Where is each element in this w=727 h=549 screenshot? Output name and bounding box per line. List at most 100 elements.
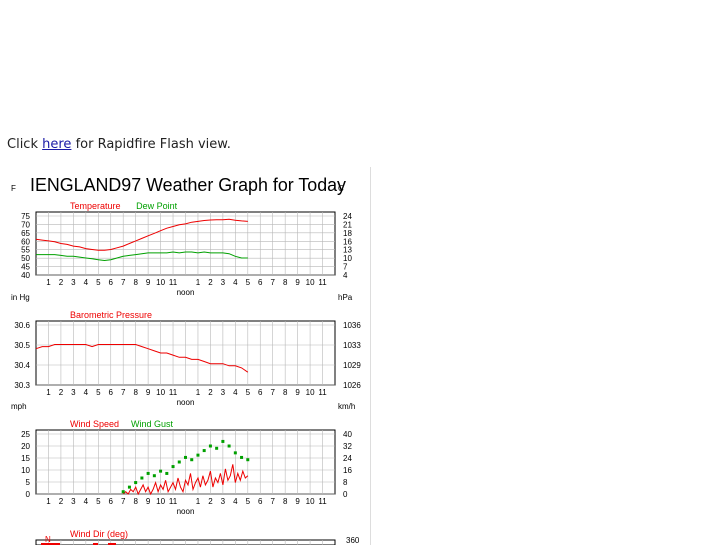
- hour-tick-pressure: 7: [270, 388, 275, 397]
- right-tick-temperature: 13: [343, 246, 352, 255]
- gust-point: [196, 453, 200, 457]
- gust-point: [215, 446, 219, 450]
- gust-point: [233, 451, 237, 455]
- hour-tick-wind: 1: [46, 497, 51, 506]
- gust-point: [177, 460, 181, 464]
- hour-tick-wind: 4: [233, 497, 238, 506]
- hour-tick-pressure: 9: [146, 388, 151, 397]
- hour-tick-pressure: 11: [318, 388, 327, 397]
- hour-tick-pressure: 6: [258, 388, 263, 397]
- right-tick-wind: 0: [343, 490, 348, 499]
- rapidfire-link[interactable]: here: [42, 137, 72, 152]
- hour-tick-wind: 11: [169, 497, 178, 506]
- hour-tick-wind: 8: [283, 497, 288, 506]
- left-tick-temperature: 70: [21, 220, 30, 229]
- hour-tick-wind: 7: [121, 497, 126, 506]
- hour-tick-pressure: 3: [221, 388, 226, 397]
- hour-tick-pressure: 5: [96, 388, 101, 397]
- noon-label-wind: noon: [177, 507, 195, 516]
- right-tick-temperature: 24: [343, 212, 352, 221]
- gust-point: [140, 476, 144, 480]
- left-tick-wind: 25: [21, 430, 30, 439]
- left-tick-pressure: 30.5: [14, 341, 30, 350]
- right-unit-pressure: hPa: [338, 293, 353, 302]
- gust-point: [165, 471, 169, 475]
- hour-tick-temperature: 1: [46, 278, 51, 287]
- weather-graph: IENGLAND97 Weather Graph for Today F C Tem…: [8, 167, 371, 546]
- gust-point: [190, 458, 194, 462]
- noon-label-temperature: noon: [177, 288, 195, 297]
- hour-tick-temperature: 7: [121, 278, 126, 287]
- hour-tick-pressure: 11: [169, 388, 178, 397]
- hour-tick-pressure: 5: [246, 388, 251, 397]
- left-tick-temperature: 45: [21, 263, 30, 272]
- hour-tick-temperature: 11: [318, 278, 327, 287]
- hour-tick-pressure: 1: [46, 388, 51, 397]
- hour-tick-wind: 8: [133, 497, 138, 506]
- gust-point: [159, 469, 163, 473]
- right-tick-wind: 8: [343, 478, 348, 487]
- legend-temperature-0: Temperature: [70, 201, 121, 211]
- hour-tick-wind: 3: [71, 497, 76, 506]
- hour-tick-temperature: 4: [84, 278, 89, 287]
- right-tick-pressure: 1026: [343, 381, 361, 390]
- hour-tick-wind: 4: [84, 497, 89, 506]
- legend-wind-1: Wind Gust: [131, 419, 174, 429]
- hour-tick-wind: 5: [96, 497, 101, 506]
- left-tick-temperature: 50: [21, 254, 30, 263]
- right-tick-temperature: 7: [343, 263, 348, 272]
- legend-temperature-1: Dew Point: [136, 201, 178, 211]
- noon-label-pressure: noon: [177, 398, 195, 407]
- hour-tick-pressure: 4: [233, 388, 238, 397]
- gust-point: [127, 485, 131, 489]
- rapidfire-intro: Click here for Rapidfire Flash view.: [7, 137, 231, 152]
- intro-prefix: Click: [7, 137, 38, 152]
- hour-tick-temperature: 8: [283, 278, 288, 287]
- hour-tick-temperature: 5: [96, 278, 101, 287]
- left-tick-temperature: 60: [21, 237, 30, 246]
- hour-tick-pressure: 9: [295, 388, 300, 397]
- gust-point: [221, 439, 225, 443]
- right-tick-pressure: 1036: [343, 321, 361, 330]
- right-tick-temperature: 18: [343, 229, 352, 238]
- hour-tick-pressure: 2: [59, 388, 64, 397]
- right-tick-temperature: 4: [343, 271, 348, 280]
- right-tick-temperature: 21: [343, 220, 352, 229]
- left-unit-wind: mph: [11, 402, 27, 411]
- gust-point: [152, 474, 156, 478]
- hour-tick-temperature: 11: [169, 278, 178, 287]
- hour-tick-wind: 9: [295, 497, 300, 506]
- weather-graph-svg: IENGLAND97 Weather Graph for Today F C Tem…: [11, 175, 361, 546]
- right-tick-wind: 24: [343, 454, 352, 463]
- hour-tick-pressure: 10: [306, 388, 315, 397]
- left-tick-wind: 5: [26, 478, 31, 487]
- hour-tick-pressure: 4: [84, 388, 89, 397]
- gust-point: [246, 458, 250, 462]
- left-tick-temperature: 40: [21, 271, 30, 280]
- hour-tick-pressure: 8: [133, 388, 138, 397]
- chart-title: IENGLAND97 Weather Graph for Today: [30, 175, 346, 195]
- hour-tick-temperature: 7: [270, 278, 275, 287]
- hour-tick-temperature: 2: [208, 278, 213, 287]
- right-unit-temperature: C: [338, 184, 344, 193]
- hour-tick-wind: 5: [246, 497, 251, 506]
- gust-point: [134, 481, 138, 485]
- left-tick-pressure: 30.6: [14, 321, 30, 330]
- hour-tick-pressure: 7: [121, 388, 126, 397]
- series-line-barometric-pressure: [35, 344, 249, 373]
- compass-label: N: [45, 535, 51, 544]
- gust-point: [171, 465, 175, 469]
- hour-tick-wind: 10: [306, 497, 315, 506]
- right-tick-wind: 16: [343, 466, 352, 475]
- hour-tick-wind: 7: [270, 497, 275, 506]
- right-unit-wind: km/h: [338, 402, 355, 411]
- hour-tick-pressure: 10: [156, 388, 165, 397]
- left-tick-wind: 10: [21, 466, 30, 475]
- right-tick-temperature: 16: [343, 237, 352, 246]
- series-line-temperature: [35, 218, 248, 251]
- hour-tick-pressure: 6: [109, 388, 114, 397]
- hour-tick-wind: 2: [59, 497, 64, 506]
- hour-tick-temperature: 1: [196, 278, 201, 287]
- hour-tick-wind: 2: [208, 497, 213, 506]
- hour-tick-wind: 11: [318, 497, 327, 506]
